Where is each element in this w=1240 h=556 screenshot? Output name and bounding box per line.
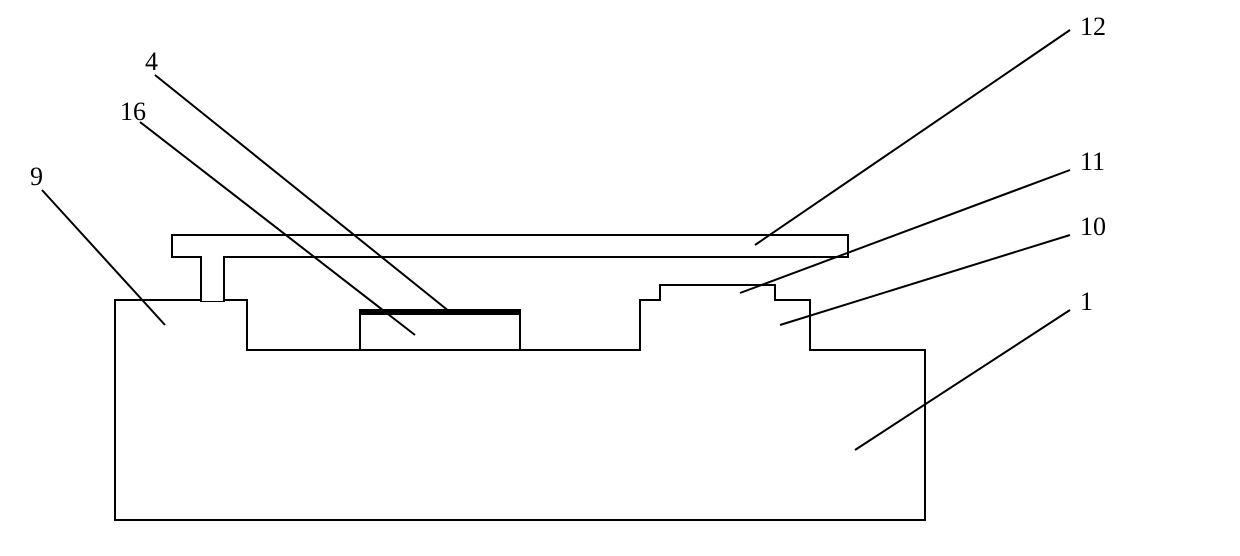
- callout-label-11: 11: [1080, 147, 1105, 176]
- leader-line-12: [755, 30, 1070, 245]
- leader-line-11: [740, 170, 1070, 293]
- seam-cover: [116, 349, 246, 351]
- seam-cover: [202, 299, 223, 301]
- technical-diagram: 12 4 16 9 11 10 1: [0, 0, 1240, 556]
- right-block: [640, 300, 810, 350]
- callout-label-10: 10: [1080, 212, 1106, 241]
- callout-label-12: 12: [1080, 12, 1106, 41]
- callout-label-16: 16: [120, 97, 146, 126]
- callout-label-1: 1: [1080, 287, 1093, 316]
- seam-cover: [641, 349, 809, 351]
- left-block: [115, 300, 247, 350]
- base-substrate: [115, 350, 925, 520]
- top-bar: [172, 235, 848, 257]
- leader-line-9: [42, 190, 165, 325]
- callout-label-4: 4: [145, 47, 158, 76]
- center-block: [360, 310, 520, 350]
- leader-line-4: [155, 75, 450, 312]
- seam-cover: [661, 299, 774, 301]
- seam-cover: [202, 256, 223, 258]
- support-post: [201, 255, 224, 301]
- callout-label-9: 9: [30, 162, 43, 191]
